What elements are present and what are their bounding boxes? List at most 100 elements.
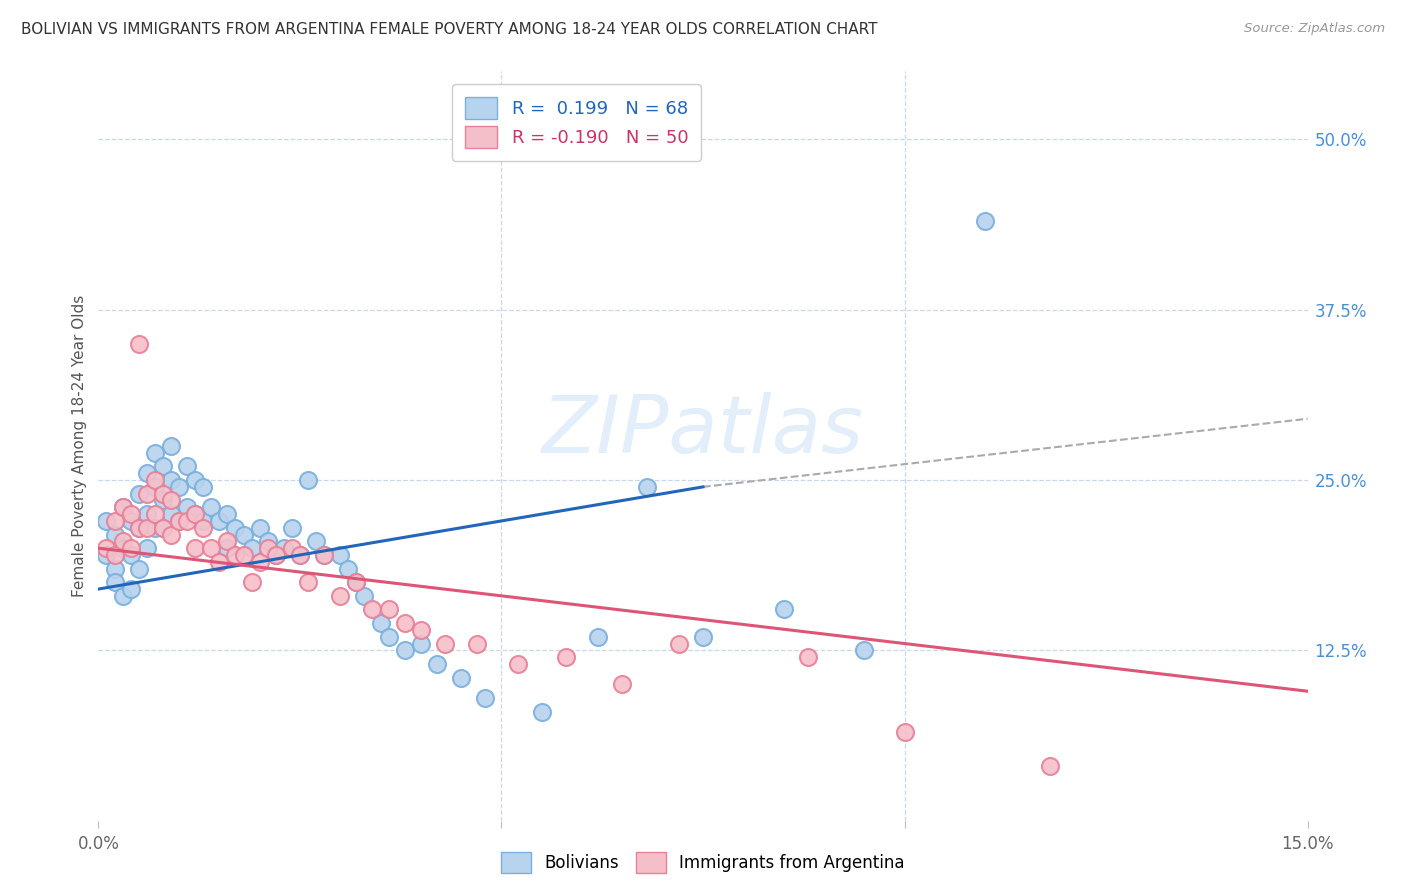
Point xyxy=(193,514,215,528)
Point xyxy=(176,459,198,474)
Point xyxy=(200,500,222,515)
Point xyxy=(120,548,142,562)
Point xyxy=(329,548,352,562)
Point xyxy=(120,507,142,521)
Point xyxy=(103,548,125,562)
Point xyxy=(586,630,609,644)
Point xyxy=(184,507,207,521)
Point xyxy=(853,643,876,657)
Point xyxy=(111,500,134,515)
Point xyxy=(200,541,222,556)
Point xyxy=(288,548,311,562)
Point xyxy=(465,636,488,650)
Point xyxy=(224,548,246,562)
Point xyxy=(184,473,207,487)
Point xyxy=(152,486,174,500)
Point xyxy=(128,521,150,535)
Point xyxy=(176,500,198,515)
Point xyxy=(612,677,634,691)
Point xyxy=(184,507,207,521)
Point xyxy=(264,548,287,562)
Point xyxy=(152,521,174,535)
Point xyxy=(96,514,118,528)
Point xyxy=(297,575,319,590)
Point xyxy=(128,521,150,535)
Point xyxy=(361,602,384,616)
Point xyxy=(143,480,166,494)
Point xyxy=(353,589,375,603)
Point xyxy=(232,527,254,541)
Point xyxy=(160,473,183,487)
Point xyxy=(797,650,820,665)
Point xyxy=(135,507,157,521)
Point xyxy=(160,527,183,541)
Point xyxy=(344,575,367,590)
Point xyxy=(176,514,198,528)
Point xyxy=(152,493,174,508)
Legend: R =  0.199   N = 68, R = -0.190   N = 50: R = 0.199 N = 68, R = -0.190 N = 50 xyxy=(453,84,702,161)
Point xyxy=(232,548,254,562)
Point xyxy=(426,657,449,671)
Point xyxy=(167,514,190,528)
Point xyxy=(120,582,142,596)
Point xyxy=(103,514,125,528)
Point xyxy=(111,534,134,549)
Point xyxy=(184,541,207,556)
Text: ZIPatlas: ZIPatlas xyxy=(541,392,865,470)
Point xyxy=(314,548,336,562)
Point xyxy=(434,636,457,650)
Point xyxy=(450,671,472,685)
Point xyxy=(160,493,183,508)
Point xyxy=(208,555,231,569)
Point xyxy=(555,650,578,665)
Point xyxy=(394,616,416,631)
Point xyxy=(288,548,311,562)
Point xyxy=(297,473,319,487)
Point xyxy=(692,630,714,644)
Point xyxy=(193,521,215,535)
Point xyxy=(103,575,125,590)
Point xyxy=(394,643,416,657)
Point xyxy=(1039,759,1062,773)
Point xyxy=(111,541,134,556)
Point xyxy=(409,623,432,637)
Point xyxy=(120,514,142,528)
Point xyxy=(240,575,263,590)
Point xyxy=(377,630,399,644)
Point xyxy=(240,541,263,556)
Point xyxy=(668,636,690,650)
Point xyxy=(135,541,157,556)
Point xyxy=(314,548,336,562)
Point xyxy=(273,541,295,556)
Point xyxy=(249,555,271,569)
Point xyxy=(305,534,328,549)
Point xyxy=(281,541,304,556)
Point xyxy=(636,480,658,494)
Point xyxy=(409,636,432,650)
Point xyxy=(167,514,190,528)
Point xyxy=(103,561,125,575)
Point xyxy=(370,616,392,631)
Point xyxy=(135,521,157,535)
Point xyxy=(167,480,190,494)
Point xyxy=(256,541,278,556)
Point xyxy=(217,507,239,521)
Point xyxy=(377,602,399,616)
Point xyxy=(152,521,174,535)
Y-axis label: Female Poverty Among 18-24 Year Olds: Female Poverty Among 18-24 Year Olds xyxy=(72,295,87,597)
Point xyxy=(128,336,150,351)
Point xyxy=(128,561,150,575)
Point xyxy=(128,486,150,500)
Point xyxy=(193,480,215,494)
Point xyxy=(96,548,118,562)
Point xyxy=(344,575,367,590)
Point xyxy=(103,527,125,541)
Legend: Bolivians, Immigrants from Argentina: Bolivians, Immigrants from Argentina xyxy=(495,846,911,880)
Point xyxy=(224,521,246,535)
Point xyxy=(160,507,183,521)
Point xyxy=(143,446,166,460)
Point xyxy=(135,467,157,481)
Point xyxy=(143,473,166,487)
Text: BOLIVIAN VS IMMIGRANTS FROM ARGENTINA FEMALE POVERTY AMONG 18-24 YEAR OLDS CORRE: BOLIVIAN VS IMMIGRANTS FROM ARGENTINA FE… xyxy=(21,22,877,37)
Point xyxy=(893,725,915,739)
